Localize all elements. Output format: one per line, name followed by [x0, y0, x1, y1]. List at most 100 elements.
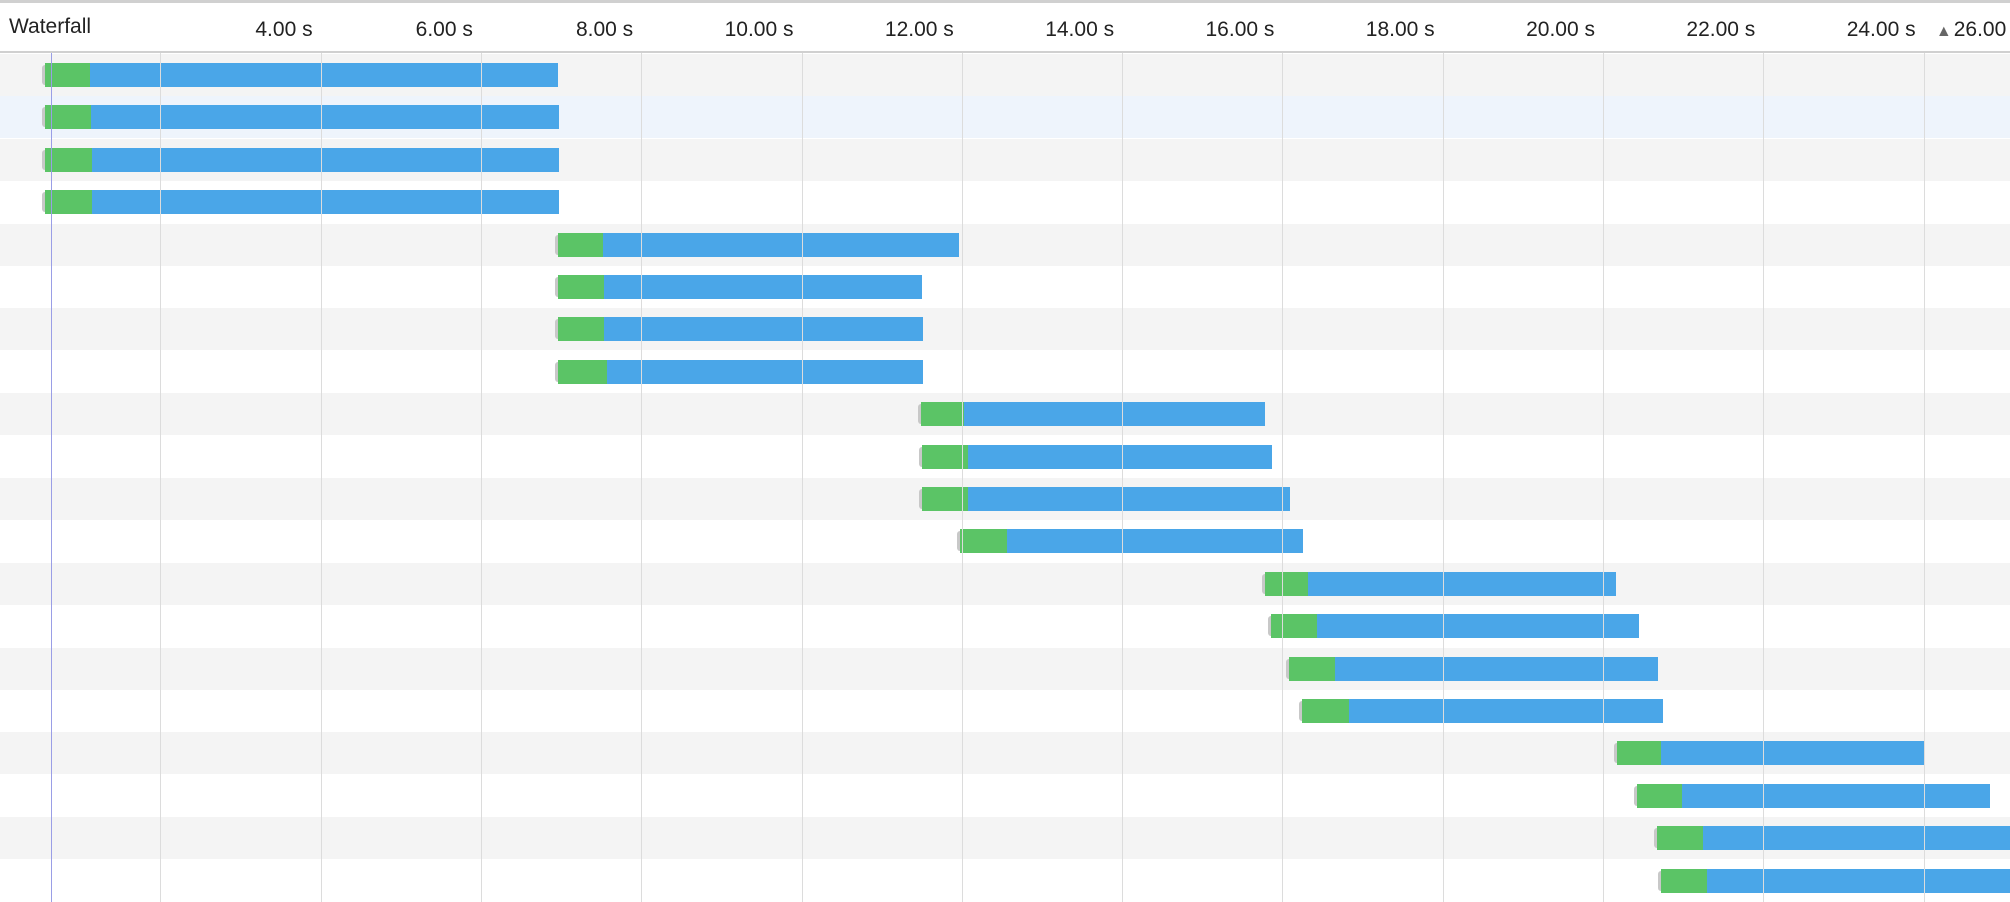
connect-segment: [1657, 870, 1662, 891]
sorted-column-label[interactable]: ▲26.00 s: [1936, 18, 2010, 42]
gridline: [1923, 0, 1925, 902]
receiving-segment: [604, 275, 922, 299]
connect-segment: [41, 192, 46, 213]
connect-segment: [1298, 701, 1303, 721]
connect-segment: [918, 446, 923, 467]
receiving-segment: [606, 359, 924, 384]
tick-label: 16.00 s: [1205, 18, 1275, 41]
tick-label: 24.00 s: [1846, 18, 1916, 41]
waiting-segment: [44, 147, 93, 172]
waiting-segment: [557, 359, 607, 384]
receiving-segment: [1006, 529, 1304, 554]
receiving-segment: [1348, 699, 1664, 723]
receiving-segment: [89, 63, 558, 87]
connect-segment: [1285, 658, 1290, 679]
waiting-segment: [44, 190, 93, 215]
waterfall-row[interactable]: [0, 817, 2010, 860]
waterfall-row[interactable]: [0, 859, 2010, 902]
waterfall-row[interactable]: [0, 690, 2010, 732]
connect-segment: [1634, 785, 1639, 806]
receiving-segment: [964, 402, 1265, 427]
waiting-segment: [1656, 826, 1704, 851]
waterfall-row[interactable]: [0, 732, 2010, 775]
waiting-segment: [1264, 571, 1309, 596]
receiving-segment: [1707, 868, 2010, 893]
receiving-segment: [92, 147, 560, 172]
waterfall-row[interactable]: [0, 605, 2010, 648]
waterfall-row[interactable]: [0, 393, 2010, 436]
receiving-segment: [968, 487, 1291, 511]
connect-segment: [554, 234, 559, 255]
waterfall-row[interactable]: [0, 520, 2010, 563]
waiting-segment: [921, 487, 969, 511]
waterfall-row[interactable]: [0, 96, 2010, 139]
tick-label: 8.00 s: [575, 18, 634, 41]
gridline: [1282, 0, 1284, 902]
waterfall-row[interactable]: [0, 435, 2010, 478]
waiting-segment: [921, 444, 969, 469]
waiting-segment: [557, 275, 605, 299]
waterfall-row[interactable]: [0, 308, 2010, 351]
receiving-segment: [1703, 826, 2010, 851]
waterfall-row[interactable]: [0, 478, 2010, 520]
gridline: [1603, 0, 1604, 902]
gridline: [1763, 0, 1765, 902]
waterfall-row[interactable]: [0, 562, 2010, 605]
receiving-segment: [1316, 614, 1640, 639]
waiting-segment: [960, 529, 1007, 554]
waiting-segment: [44, 105, 92, 130]
gridline: [1122, 0, 1124, 902]
receiving-segment: [1660, 741, 1924, 766]
waiting-segment: [1301, 699, 1349, 723]
waiting-segment: [1637, 783, 1683, 808]
start-time-marker: [51, 53, 53, 902]
waterfall-row[interactable]: [0, 223, 2010, 266]
receiving-segment: [92, 190, 560, 215]
waterfall-row[interactable]: [0, 138, 2010, 181]
gridline: [480, 0, 482, 902]
waterfall-row[interactable]: [0, 647, 2010, 690]
tick-label: 10.00 s: [724, 18, 794, 41]
tick-label: 4.00 s: [255, 18, 313, 41]
waiting-segment: [557, 232, 603, 257]
tick-label: 6.00 s: [415, 18, 473, 41]
gridline: [1442, 0, 1444, 902]
receiving-segment: [1682, 783, 1991, 808]
tick-label: 20.00 s: [1526, 18, 1595, 41]
waterfall-row[interactable]: [0, 774, 2010, 817]
connect-segment: [1614, 743, 1619, 764]
connect-segment: [957, 531, 962, 552]
receiving-segment: [1308, 571, 1616, 596]
receiving-segment: [968, 444, 1272, 469]
tick-label: 12.00 s: [884, 18, 954, 41]
waterfall-row[interactable]: [0, 350, 2010, 393]
sort-ascending-icon: ▲: [1935, 23, 1952, 40]
connect-segment: [41, 107, 46, 128]
waiting-segment: [1288, 656, 1336, 681]
waiting-segment: [920, 402, 965, 427]
receiving-segment: [602, 232, 960, 257]
connect-segment: [41, 149, 46, 170]
tick-label: 18.00 s: [1365, 18, 1435, 41]
gridline: [160, 0, 162, 902]
waiting-segment: [1617, 741, 1661, 766]
waiting-segment: [557, 317, 605, 342]
connect-segment: [1268, 616, 1273, 637]
waterfall-row[interactable]: [0, 54, 2010, 96]
connect-segment: [554, 277, 559, 297]
tick-label: 22.00 s: [1686, 18, 1756, 41]
waiting-segment: [1660, 868, 1708, 893]
tick-label: 26.00 s: [1953, 18, 2010, 41]
receiving-segment: [91, 105, 560, 130]
gridline: [320, 0, 322, 902]
gridline: [641, 0, 643, 902]
connect-segment: [917, 404, 922, 425]
gridline: [961, 0, 963, 902]
waterfall-row[interactable]: [0, 266, 2010, 308]
receiving-segment: [604, 317, 924, 342]
connect-segment: [41, 65, 46, 85]
waterfall-row[interactable]: [0, 181, 2010, 224]
waiting-segment: [44, 63, 90, 87]
waterfall-column-title[interactable]: Waterfall: [9, 15, 92, 38]
